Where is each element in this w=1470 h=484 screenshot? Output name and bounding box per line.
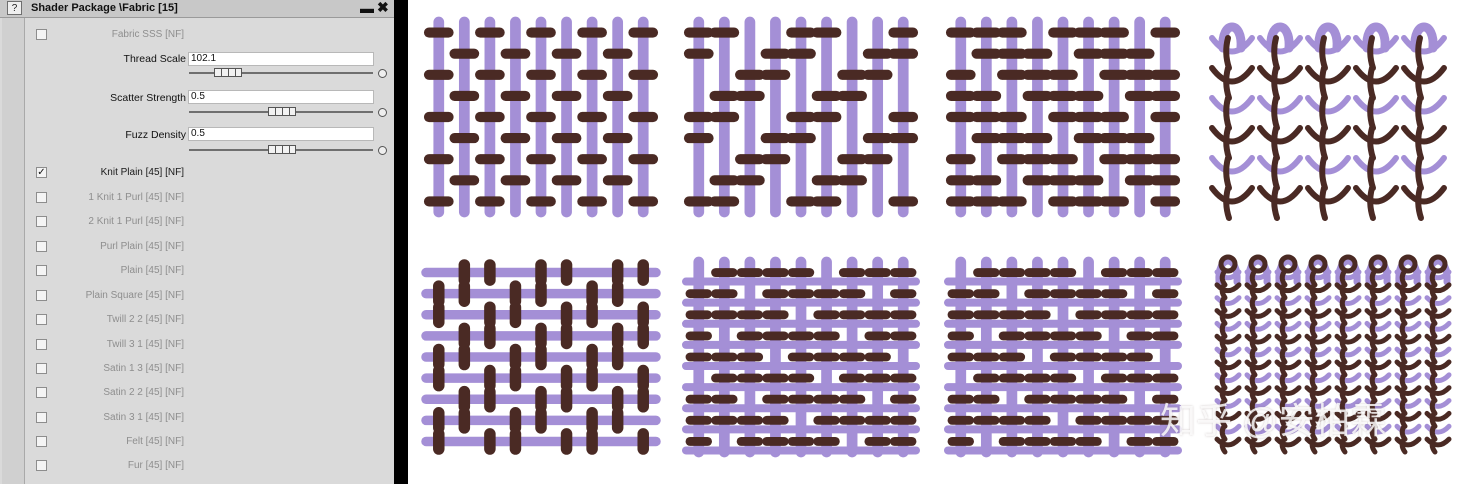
material-label: 1 Knit 1 Purl [45] [NF]	[88, 192, 184, 203]
checkbox-purl-plain[interactable]	[36, 241, 47, 252]
param-label: Thread Scale	[123, 53, 186, 65]
thread-scale-track[interactable]	[189, 72, 373, 74]
checkbox-twill-2-2[interactable]	[36, 314, 47, 325]
watermark: 知乎 @安柏霖	[1160, 400, 1387, 441]
thread-scale-input[interactable]: 102.1	[188, 52, 374, 66]
checkbox-fabric-sss[interactable]	[36, 29, 47, 40]
fabric-swatch-satin-alt	[944, 256, 1182, 458]
thread-scale-slider-thumb[interactable]	[214, 68, 242, 77]
checkbox-satin-2-2[interactable]	[36, 387, 47, 398]
checkbox-fur[interactable]	[36, 460, 47, 471]
title-bar: ? Shader Package \Fabric [15] ▬ ✖	[0, 0, 394, 18]
checkbox-satin-1-3[interactable]	[36, 363, 47, 374]
param-label: Fuzz Density	[125, 129, 186, 141]
shader-panel: ? Shader Package \Fabric [15] ▬ ✖ Fabric…	[0, 0, 394, 484]
checkbox-1knit-1purl[interactable]	[36, 192, 47, 203]
minimize-button[interactable]: ▬	[360, 0, 374, 16]
checkbox-felt[interactable]	[36, 436, 47, 447]
panel-gutter	[2, 18, 25, 484]
checkbox-satin-3-1[interactable]	[36, 412, 47, 423]
checkbox-twill-3-1[interactable]	[36, 339, 47, 350]
material-label: Purl Plain [45] [NF]	[100, 241, 184, 252]
material-label: Plain Square [45] [NF]	[85, 290, 184, 301]
scatter-strength-reset-knob[interactable]	[378, 108, 387, 117]
checkbox-plain[interactable]	[36, 265, 47, 276]
material-label: Twill 3 1 [45] [NF]	[106, 339, 184, 350]
material-label: Fabric SSS [NF]	[111, 29, 184, 40]
material-label: 2 Knit 1 Purl [45] [NF]	[88, 216, 184, 227]
checkbox-plain-square[interactable]	[36, 290, 47, 301]
checkbox-knit-plain[interactable]: ✓	[36, 167, 47, 178]
fabric-swatch-plain	[423, 16, 659, 218]
fabric-swatch-vertical-long	[421, 259, 661, 455]
scatter-strength-input[interactable]: 0.5	[188, 90, 374, 104]
fabric-swatch-twill-long	[945, 16, 1181, 218]
material-label: Felt [45] [NF]	[126, 436, 184, 447]
scatter-strength-slider-thumb[interactable]	[268, 107, 296, 116]
fuzz-density-slider-thumb[interactable]	[268, 145, 296, 154]
material-label: Plain [45] [NF]	[120, 265, 184, 276]
fabric-swatch-knit-loops	[1209, 22, 1447, 221]
help-button[interactable]: ?	[7, 1, 22, 15]
fabric-swatch-grid	[421, 16, 1452, 458]
material-label: Knit Plain [45] [NF]	[100, 167, 184, 178]
fabric-swatch-satin	[682, 256, 920, 458]
material-label: Satin 2 2 [45] [NF]	[103, 387, 184, 398]
thread-scale-reset-knob[interactable]	[378, 69, 387, 78]
fuzz-density-input[interactable]: 0.5	[188, 127, 374, 141]
material-label: Fur [45] [NF]	[127, 460, 184, 471]
window-title: Shader Package \Fabric [15]	[31, 2, 178, 14]
panel-divider	[394, 0, 408, 484]
close-button[interactable]: ✖	[377, 0, 389, 15]
material-label: Satin 3 1 [45] [NF]	[103, 412, 184, 423]
fabric-swatch-knit-dense	[1214, 254, 1452, 455]
checkbox-2knit-1purl[interactable]	[36, 216, 47, 227]
material-label: Twill 2 2 [45] [NF]	[106, 314, 184, 325]
fabric-swatch-twill	[683, 16, 919, 218]
param-label: Scatter Strength	[110, 92, 186, 104]
fabric-preview-viewport	[408, 0, 1470, 484]
fuzz-density-reset-knob[interactable]	[378, 146, 387, 155]
material-label: Satin 1 3 [45] [NF]	[103, 363, 184, 374]
